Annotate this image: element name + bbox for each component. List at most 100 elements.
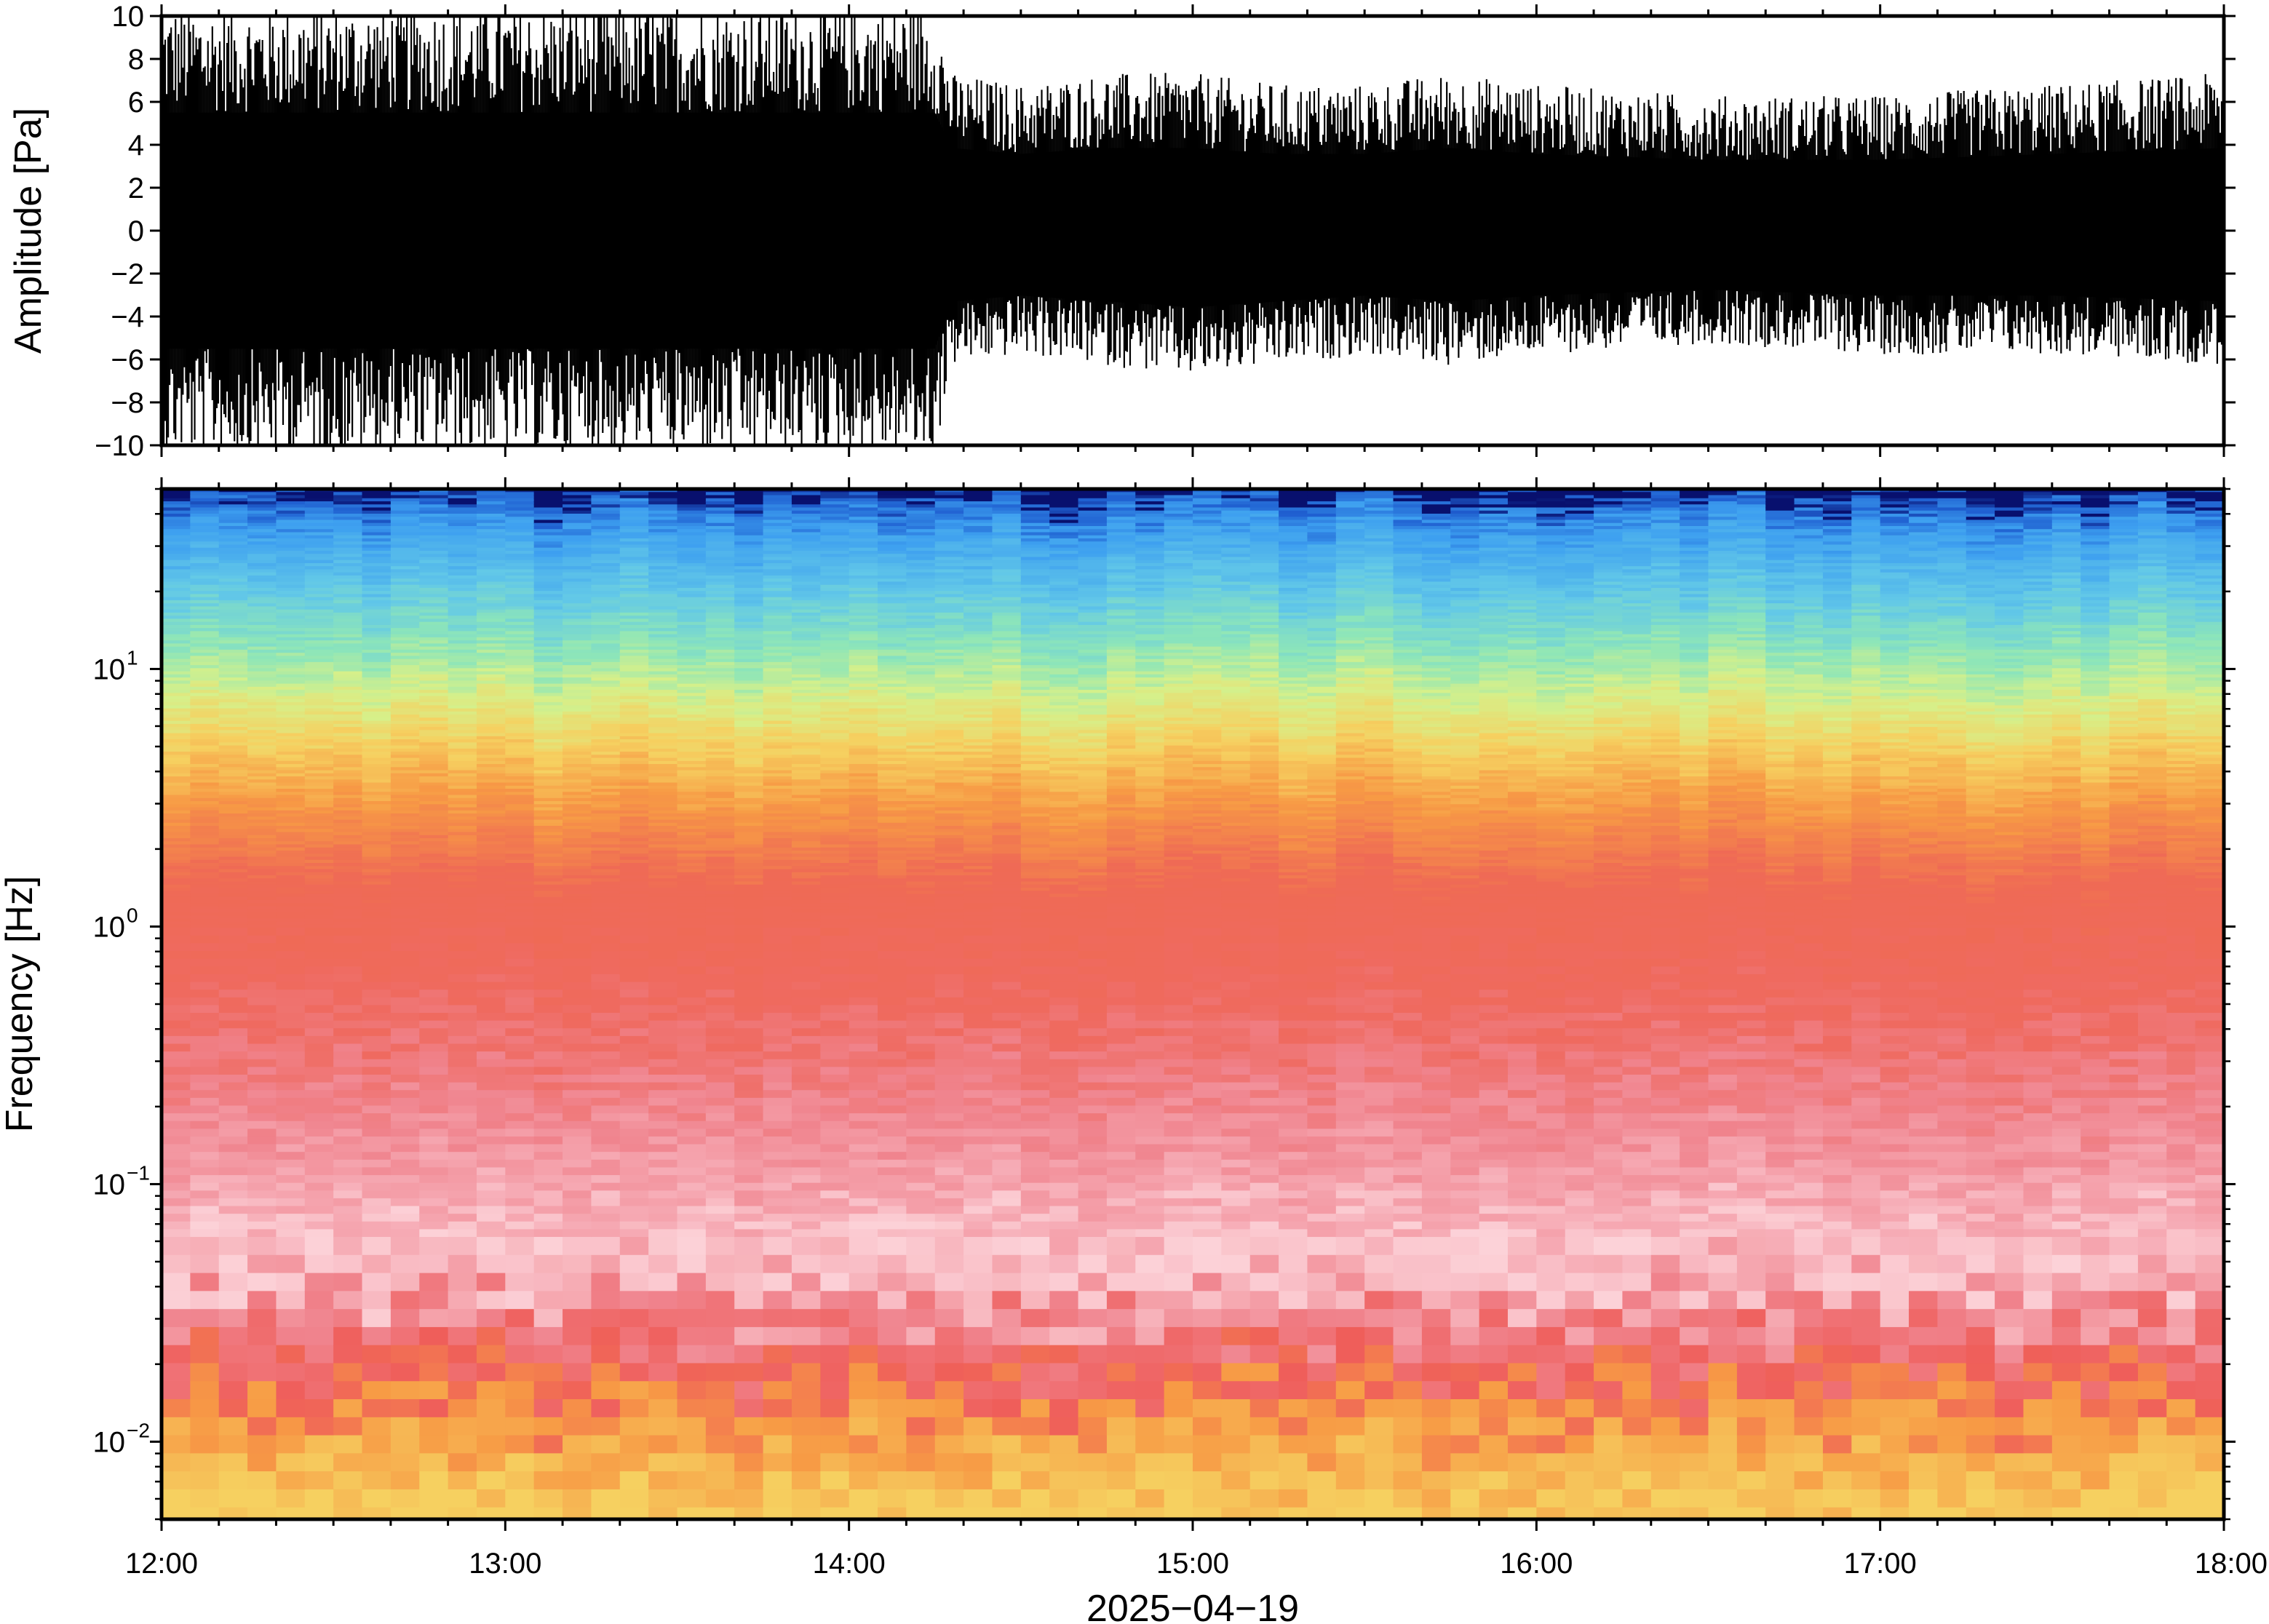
spectrogram-cell (218, 578, 249, 583)
spectrogram-cell (218, 525, 249, 530)
spectrogram-cell (390, 847, 421, 852)
spectrogram-cell (276, 893, 306, 898)
spectrogram-cell (619, 522, 650, 527)
spectrogram-cell (563, 522, 592, 527)
spectrogram-cell (619, 887, 650, 892)
spectrogram-cell (533, 841, 564, 845)
spectrogram-cell (218, 634, 249, 638)
spectrogram-cell (505, 1028, 535, 1037)
spectrogram-cell (390, 748, 421, 753)
spectrogram-cell (218, 974, 249, 983)
spectrogram-cell (276, 760, 306, 765)
spectrogram-cell (333, 838, 363, 843)
spectrogram-cell (591, 1074, 621, 1083)
spectrogram-cell (276, 1291, 306, 1310)
spectrogram-cell (448, 816, 477, 821)
spectrogram-cell (247, 668, 277, 672)
spectrogram-cell (247, 893, 277, 898)
spectrogram-cell (505, 990, 535, 998)
spectrogram-cell (276, 717, 306, 722)
spectrogram-cell (448, 560, 477, 564)
spectrogram-cell (476, 1229, 506, 1238)
spectrogram-cell (218, 915, 249, 920)
spectrogram-cell (619, 782, 650, 787)
spectrogram-cell (247, 554, 277, 558)
spectrogram-cell (276, 1067, 306, 1075)
spectrogram-cell (247, 1309, 277, 1328)
spectrogram-cell (162, 835, 191, 840)
spectrogram-cell (619, 572, 650, 576)
spectrogram-cell (333, 1345, 363, 1364)
spectrogram-cell (162, 829, 191, 833)
spectrogram-cell (505, 1399, 535, 1418)
spectrogram-cell (619, 609, 650, 613)
spectrogram-cell (419, 797, 449, 803)
spectrogram-cell (190, 560, 220, 564)
spectrogram-cell (362, 696, 392, 700)
spectrogram-cell (162, 909, 191, 913)
spectrogram-cell (304, 1082, 335, 1091)
spectrogram-cell (190, 680, 220, 685)
spectrogram-cell (276, 566, 306, 570)
spectrogram-cell (218, 851, 249, 855)
spectrogram-cell (505, 1035, 535, 1045)
spectrogram-cell (304, 600, 335, 605)
spectrogram-cell (390, 550, 421, 555)
spectrogram-cell (476, 637, 506, 642)
spectrogram-cell (333, 646, 363, 650)
spectrogram-cell (362, 841, 392, 845)
spectrogram-cell (476, 997, 506, 1006)
spectrogram-cell (218, 711, 249, 716)
spectrogram-cell (563, 495, 592, 499)
spectrogram-cell (190, 822, 220, 827)
spectrogram-cell (419, 535, 449, 539)
spectrogram-cell (190, 935, 220, 944)
spectrogram-cell (362, 896, 392, 901)
spectrogram-cell (533, 612, 564, 617)
spectrogram-cell (218, 810, 249, 815)
spectrogram-cell (218, 1059, 249, 1068)
spectrogram-cell (448, 884, 477, 888)
spectrogram-cell (362, 909, 392, 913)
spectrogram-cell (563, 1020, 592, 1030)
spectrogram-cell (533, 1198, 564, 1207)
spectrogram-cell (448, 1206, 477, 1215)
spectrogram-cell (419, 921, 449, 926)
spectrogram-cell (276, 609, 306, 613)
spectrogram-cell (362, 1206, 392, 1215)
spectrogram-cell (448, 708, 477, 712)
spectrogram-cell (304, 881, 335, 885)
spectrogram-cell (304, 656, 335, 660)
spectrogram-cell (619, 826, 650, 830)
spectrogram-cell (419, 696, 449, 700)
spectrogram-cell (162, 1105, 191, 1115)
spectrogram-cell (591, 935, 621, 944)
spectrogram-cell (362, 572, 392, 576)
spectrogram-cell (563, 1028, 592, 1037)
spectrogram-cell (190, 649, 220, 654)
spectrogram-cell (276, 875, 306, 880)
spectrogram-cell (362, 816, 392, 821)
spectrogram-cell (276, 1309, 306, 1328)
spectrogram-cell (162, 554, 191, 558)
spectrogram-cell (505, 782, 535, 787)
spectrogram-cell (276, 782, 306, 787)
spectrogram-cell (419, 634, 449, 638)
spectrogram-cell (476, 813, 506, 818)
spectrogram-cell (533, 535, 564, 539)
spectrogram-cell (333, 859, 363, 864)
spectrogram-cell (162, 1152, 191, 1161)
spectrogram-cell (276, 538, 306, 543)
spectrogram-cell (448, 903, 477, 907)
spectrogram-cell (619, 1090, 650, 1099)
spectrogram-cell (533, 896, 564, 901)
spectrogram-cell (533, 819, 564, 824)
spectrogram-cell (276, 705, 306, 709)
spectrogram-cell (276, 1074, 306, 1083)
spectrogram-cell (390, 715, 421, 719)
spectrogram-cell (333, 541, 363, 546)
spectrogram-cell (304, 628, 335, 632)
spectrogram-cell (333, 661, 363, 666)
spectrogram-cell (505, 618, 535, 623)
spectrogram-cell (276, 733, 306, 737)
